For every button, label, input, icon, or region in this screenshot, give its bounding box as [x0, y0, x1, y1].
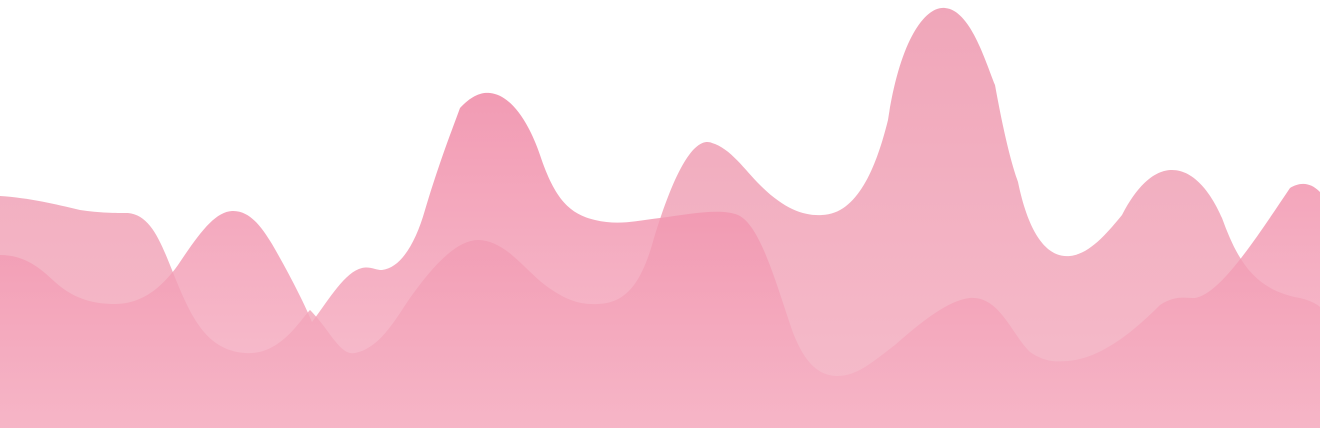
wave-front-layer: [0, 92, 1320, 428]
